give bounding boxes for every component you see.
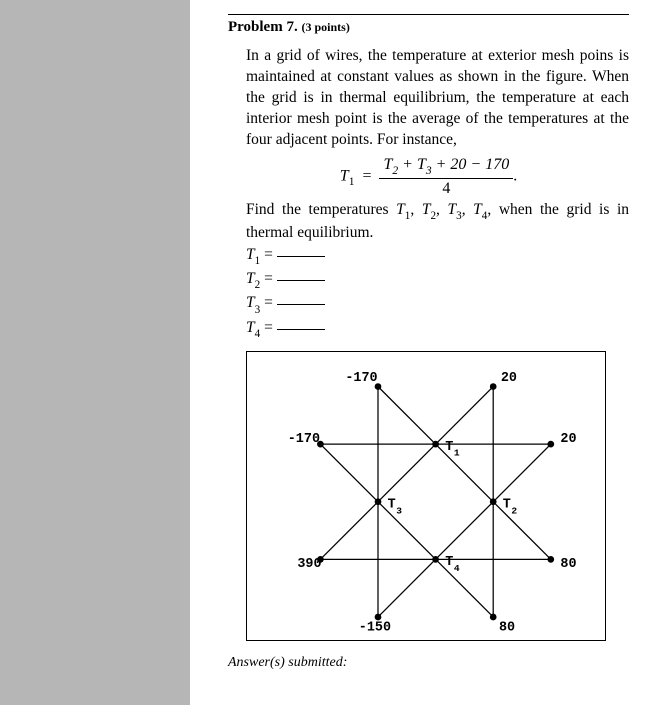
svg-text:T: T: [445, 440, 453, 455]
svg-text:80: 80: [560, 557, 576, 572]
svg-text:390: 390: [297, 557, 321, 572]
figure: -17020-17020T1T3T2T439080-15080: [246, 351, 606, 641]
svg-text:3: 3: [396, 505, 402, 516]
blank-row-2: T2 =: [246, 268, 629, 292]
svg-text:T: T: [503, 497, 511, 512]
blank-row-3: T3 =: [246, 292, 629, 316]
svg-text:4: 4: [454, 563, 460, 574]
content-area: Problem 7. (3 points) In a grid of wires…: [190, 0, 657, 705]
blank-3[interactable]: [277, 304, 325, 305]
svg-text:T: T: [388, 497, 396, 512]
figure-labels: -17020-17020T1T3T2T439080-15080: [288, 371, 577, 636]
eq-numerator: T2 + T3 + 20 − 170: [379, 155, 513, 179]
top-rule: [228, 14, 629, 15]
blank-row-4: T4 =: [246, 317, 629, 341]
svg-text:1: 1: [454, 448, 460, 459]
svg-text:T: T: [445, 555, 453, 570]
figure-svg: -17020-17020T1T3T2T439080-15080: [247, 352, 605, 640]
blank-row-1: T1 =: [246, 244, 629, 268]
equation: T1 = T2 + T3 + 20 − 170 4 .: [228, 155, 629, 198]
eq-denominator: 4: [379, 179, 513, 198]
svg-text:-170: -170: [345, 371, 377, 386]
paragraph-1: In a grid of wires, the temperature at e…: [246, 46, 629, 151]
blank-1[interactable]: [277, 256, 325, 257]
blank-2[interactable]: [277, 280, 325, 281]
svg-text:80: 80: [499, 620, 515, 635]
svg-text:2: 2: [511, 505, 517, 516]
answers-submitted: Answer(s) submitted:: [228, 655, 629, 671]
figure-edges: [320, 386, 550, 616]
problem-points: (3 points): [301, 20, 349, 34]
fraction: T2 + T3 + 20 − 170 4: [379, 155, 513, 198]
paragraph-2: Find the temperatures T1, T2, T3, T4, wh…: [246, 200, 629, 244]
problem-heading: Problem 7. (3 points): [228, 19, 629, 36]
left-margin: [0, 0, 190, 705]
para2-a: Find the temperatures: [246, 201, 396, 218]
svg-text:20: 20: [560, 432, 576, 447]
svg-text:-150: -150: [359, 620, 391, 635]
answer-blanks: T1 = T2 = T3 = T4 =: [246, 244, 629, 341]
svg-text:-170: -170: [288, 432, 320, 447]
page: Problem 7. (3 points) In a grid of wires…: [0, 0, 657, 705]
blank-4[interactable]: [277, 329, 325, 330]
eq-lhs-t: T: [340, 167, 349, 184]
figure-dots: [317, 383, 554, 620]
eq-lhs-sub: 1: [349, 176, 355, 188]
problem-label: Problem 7.: [228, 19, 298, 35]
svg-text:20: 20: [501, 371, 517, 386]
